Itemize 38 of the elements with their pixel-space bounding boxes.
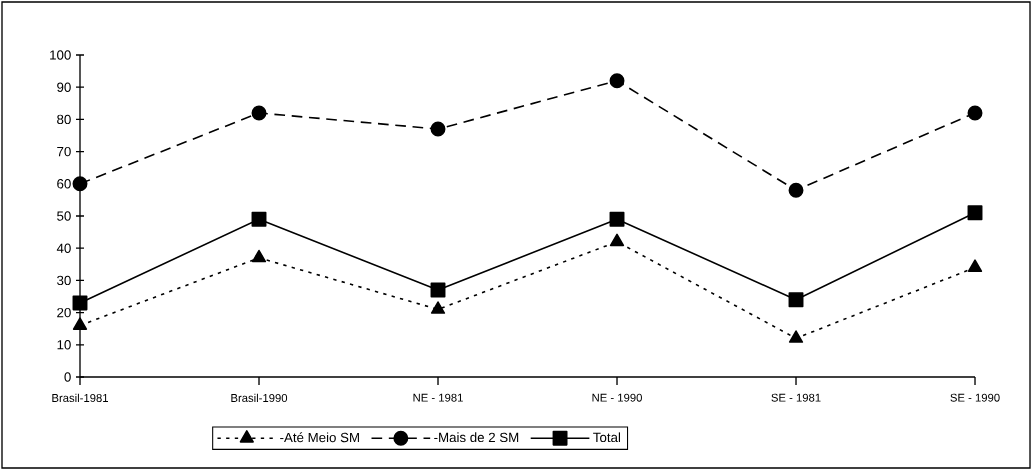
y-tick-label: 40 — [56, 243, 71, 253]
x-tick-label: NE - 1990 — [592, 393, 642, 402]
point — [788, 182, 804, 198]
y-tick-label: 70 — [57, 146, 71, 157]
y-tick-label: 80 — [57, 114, 71, 125]
legend-label: -Até Meio SM — [280, 432, 359, 443]
y-tick-label: 10 — [57, 340, 71, 350]
point — [251, 249, 267, 263]
x-tick-label: SE - 1990 — [950, 393, 1000, 402]
legend-label: -Mais de 2 SM — [434, 432, 519, 443]
y-tick-label: 100 — [50, 50, 71, 60]
y-tick-label: 50 — [57, 211, 71, 221]
y-tick-label: 20 — [57, 307, 71, 318]
y-tick-label: 30 — [57, 275, 71, 286]
point — [430, 121, 446, 137]
point — [430, 282, 446, 298]
x-tick-label: NE - 1981 — [413, 393, 463, 402]
x-tick-label: Brasil-1981 — [52, 393, 108, 402]
point — [967, 205, 983, 221]
point — [967, 105, 983, 121]
point — [72, 295, 88, 311]
y-tick-label: 90 — [57, 82, 71, 92]
point — [72, 176, 88, 192]
point — [609, 73, 625, 89]
point — [788, 330, 804, 343]
point — [251, 211, 267, 227]
point — [609, 233, 625, 247]
point — [609, 211, 625, 227]
x-tick-label: Brasil-1990 — [231, 393, 288, 402]
y-tick-label: 0 — [64, 372, 71, 382]
point — [72, 317, 88, 330]
point — [788, 292, 804, 308]
point — [251, 105, 267, 121]
x-tick-label: SE - 1981 — [771, 393, 821, 402]
point — [967, 259, 983, 272]
legend-label: Total — [593, 432, 621, 443]
point — [430, 301, 446, 314]
y-tick-label: 60 — [57, 179, 71, 189]
